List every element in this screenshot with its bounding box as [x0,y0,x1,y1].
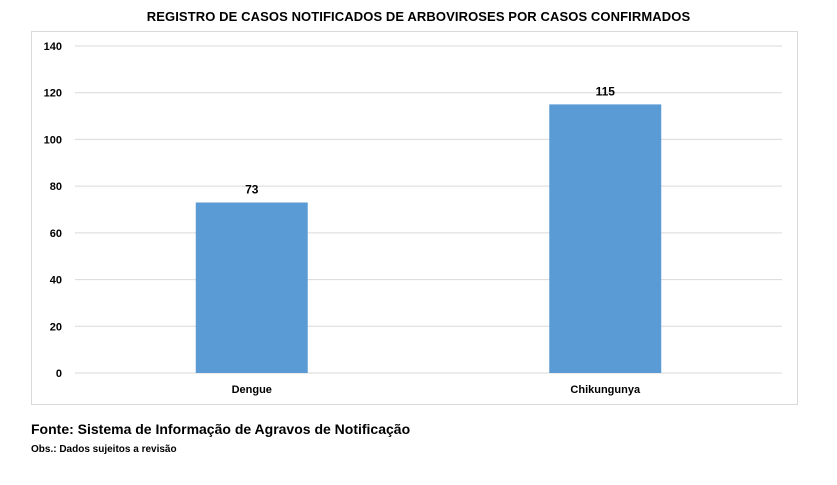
y-tick-label: 120 [44,88,62,100]
y-tick-label: 0 [56,368,62,380]
observation-note: Obs.: Dados sujeitos a revisão [31,444,177,455]
source-note: Fonte: Sistema de Informação de Agravos … [31,421,411,437]
plot-area-frame [31,31,798,405]
y-tick-label: 80 [50,181,62,193]
y-tick-label: 60 [50,228,62,240]
data-labels: 73 115 [245,84,615,196]
x-tick-label: Chikungunya [570,384,641,396]
y-tick-label: 40 [50,275,62,287]
data-label: 73 [245,182,259,196]
data-label: 115 [596,84,616,98]
x-tick-label: Dengue [232,384,272,396]
y-tick-label: 100 [44,134,62,146]
bars [195,104,662,374]
chart-title: REGISTRO DE CASOS NOTIFICADOS DE ARBOVIR… [146,9,691,24]
gridlines [75,45,782,374]
y-tick-label: 140 [44,41,62,53]
y-axis-ticks: 0 20 40 60 80 100 120 140 [44,41,62,380]
x-axis-ticks: Dengue Chikungunya [232,384,641,396]
bar-dengue [195,202,308,373]
y-tick-label: 20 [50,321,62,333]
bar-chikungunya [549,104,662,374]
